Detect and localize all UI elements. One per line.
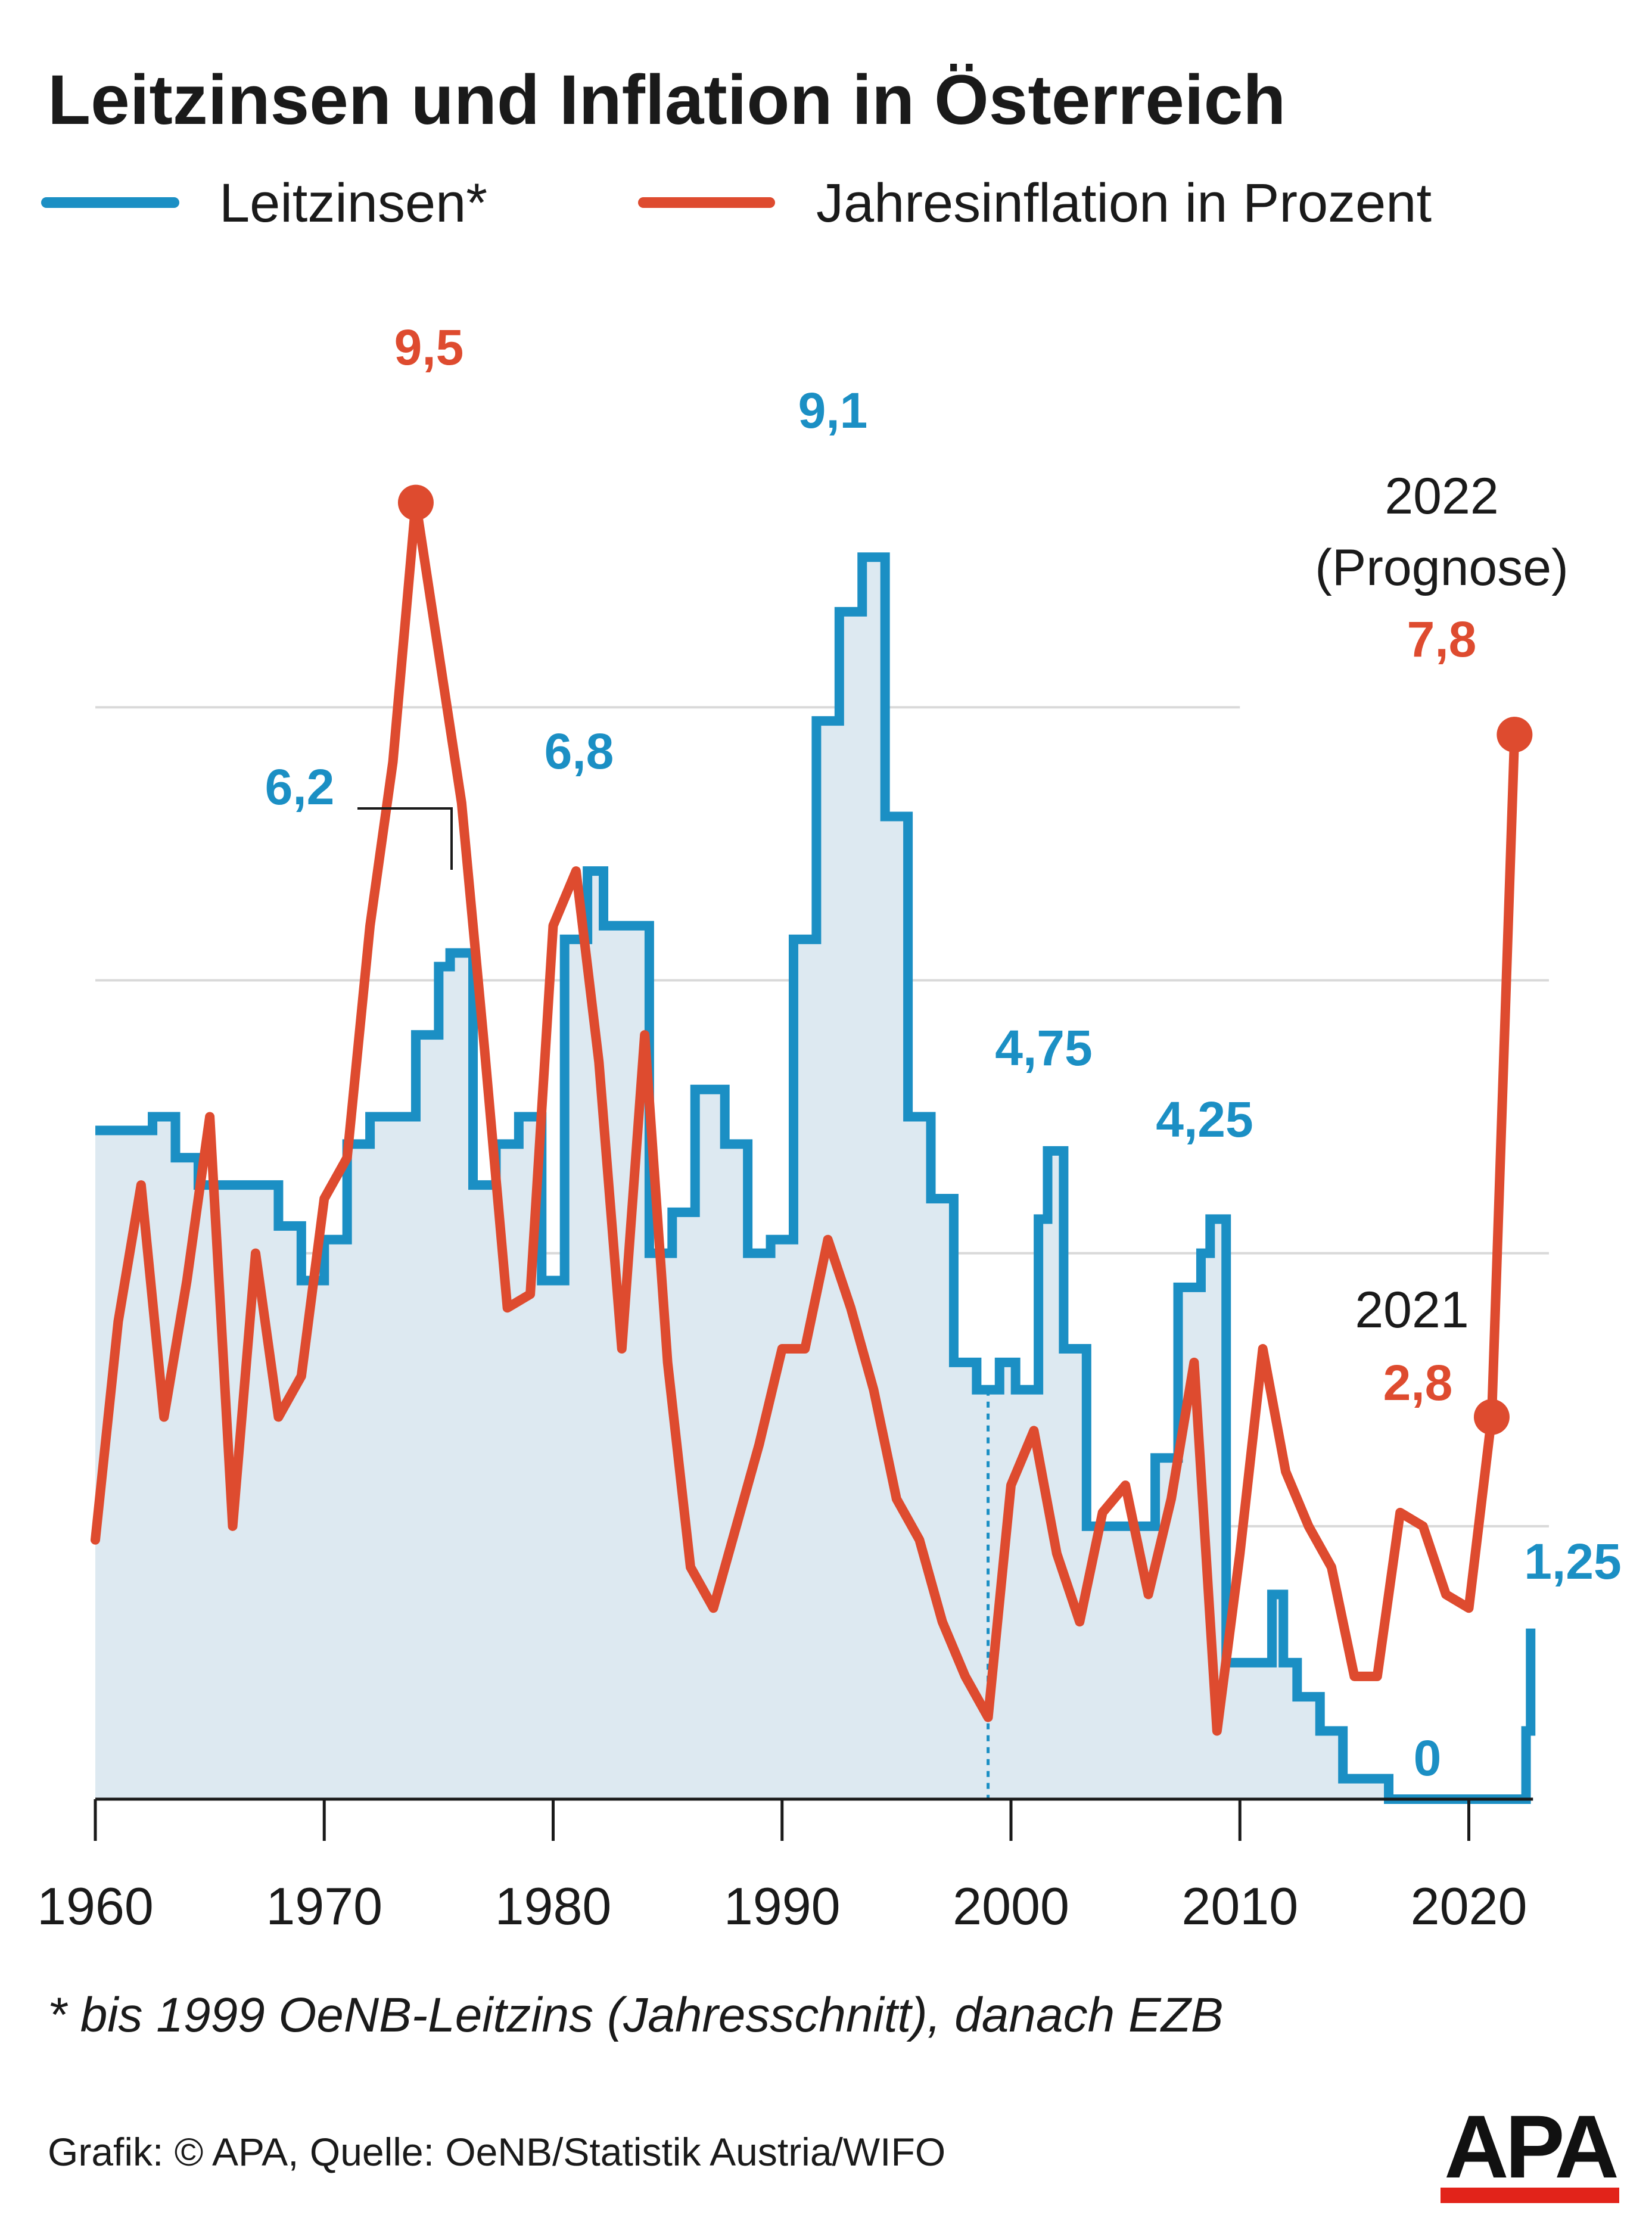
x-tick-label: 2010 [1181,1877,1298,1936]
annotation-label-prognose: (Prognose) [1315,539,1568,596]
annotation-label-2021: 2021 [1355,1281,1469,1339]
annotation-leitzins-2008: 4,25 [1156,1091,1253,1147]
x-tick-label: 1980 [495,1877,612,1936]
x-tick-label: 2000 [953,1877,1069,1936]
apa-logo: APA [1441,2096,1620,2203]
annotation-leitzins-2022: 1,25 [1524,1533,1622,1589]
legend-label-inflation: Jahresinflation in Prozent [816,173,1432,234]
annotations: 9,5 6,2 6,8 9,1 4,75 4,25 0 1,25 2021 2,… [265,319,1622,1786]
annotation-leitzins-zero: 0 [1414,1730,1442,1786]
x-tick-label: 1960 [37,1877,154,1936]
x-tick-label: 1970 [266,1877,382,1936]
marker-inflation-1974 [397,484,434,521]
annotation-inflation-peak: 9,5 [394,319,464,375]
chart-title: Leitzinsen und Inflation in Österreich [48,61,1286,139]
marker-inflation-2022 [1497,717,1533,753]
annotation-value-2021: 2,8 [1383,1355,1453,1411]
apa-logo-text: APA [1444,2096,1617,2197]
x-tick-label: 2020 [1411,1877,1527,1936]
annotation-leitzins-1975: 6,2 [265,759,335,815]
x-axis: 1960 1970 1980 1990 2000 2010 2020 [37,1797,1533,1936]
x-tick-label: 1990 [724,1877,841,1936]
legend: Leitzinsen* Jahresinflation in Prozent [41,173,1432,234]
legend-label-leitzinsen: Leitzinsen* [219,173,487,234]
series-line-leitzinsen [95,552,1536,1804]
annotation-leitzins-1975-leader [357,807,453,870]
markers [397,484,1533,1435]
annotation-leitzins-2000: 4,75 [995,1020,1093,1076]
plot-area: 1960 1970 1980 1990 2000 2010 2020 [37,484,1549,1936]
footnote: * bis 1999 OeNB-Leitzins (Jahresschnitt)… [48,1988,1224,2042]
series-line-inflation [91,497,1520,1736]
annotation-leitzins-1992: 9,1 [798,382,868,438]
annotation-label-2022: 2022 [1385,468,1498,525]
annotation-value-2022: 7,8 [1407,611,1477,667]
annotation-leitzins-1981: 6,8 [545,723,614,779]
source-credit: Grafik: © APA, Quelle: OeNB/Statistik Au… [48,2130,945,2174]
marker-inflation-2021 [1473,1399,1510,1435]
